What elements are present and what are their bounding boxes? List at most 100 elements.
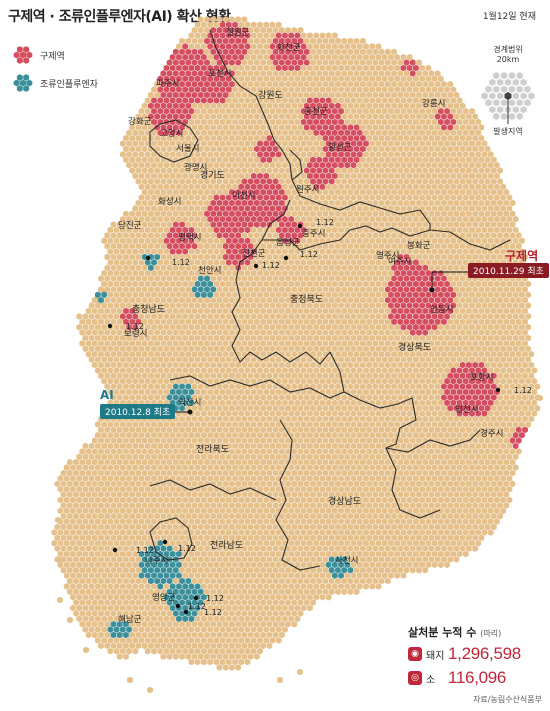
fmd-place-6: 강화군	[128, 116, 152, 127]
outbreak-dot	[107, 323, 113, 329]
cow-icon: ◎	[408, 671, 422, 685]
fmd-place-24: 안동시	[430, 304, 453, 315]
region-label-6: 경상남도	[328, 495, 361, 507]
date-mark-7: 1.12	[136, 546, 154, 555]
fmd-place-8: 서울시	[176, 144, 199, 154]
date-label: 1월12일 현재	[482, 12, 536, 22]
ai-first-title: AI	[100, 388, 114, 402]
ai-first-callout: 2010.12.8 최초	[100, 404, 176, 419]
date-mark-0: 1.12	[316, 218, 334, 227]
legend-fmd-label: 구제역	[40, 51, 65, 62]
source-note: 자료/농림수산식품부	[473, 695, 542, 704]
date-mark-2: 1.12	[300, 250, 318, 259]
ai-place-3: 해남군	[118, 615, 142, 625]
fmd-place-7: 고양시	[160, 128, 183, 139]
land-hex-cells	[51, 16, 543, 694]
pig-value: 1,296,598	[448, 644, 521, 663]
outbreak-dot	[145, 255, 151, 261]
date-mark-1: 1.12	[262, 261, 280, 270]
fmd-place-14: 화성시	[158, 197, 181, 207]
legend-ai-label: 조류인플루엔자	[40, 79, 98, 90]
outbreak-dot	[495, 387, 501, 393]
ai-place-1: 나주시	[145, 556, 168, 566]
region-label-0: 강원도	[258, 90, 283, 101]
fmd-place-25: 보령시	[124, 328, 147, 339]
fmd-place-27: 영천시	[455, 404, 478, 415]
fmd-place-0: 철원군	[226, 27, 250, 38]
outbreak-markers	[107, 223, 501, 615]
fmd-place-13: 이천시	[232, 190, 255, 201]
scale-distance: 20km	[496, 55, 520, 64]
outbreak-dot	[283, 255, 289, 261]
culling-stats: 살처분 누적 수 (마리) ◉ 돼지 1,296,598 ◎ 소 116,096	[408, 624, 548, 688]
province-borders	[149, 29, 511, 571]
fmd-place-2: 파주시	[156, 79, 179, 89]
stat-row-pig: ◉ 돼지 1,296,598	[408, 644, 548, 664]
fmd-place-19: 충주시	[302, 229, 325, 239]
cow-label: 소	[426, 674, 436, 686]
hex-grid	[51, 16, 543, 694]
scale-title: 경계범위	[493, 45, 523, 54]
fmd-place-20: 당진군	[118, 220, 142, 231]
ai-place-0: 익산시	[178, 397, 201, 408]
fmd-place-28: 경주시	[480, 428, 503, 439]
fmd-place-3: 포천시	[208, 68, 231, 79]
fmd-place-23: 봉화군	[407, 241, 431, 251]
fmd-place-12: 원주시	[296, 185, 319, 195]
outbreak-dot	[253, 263, 259, 269]
page-title: 구제역 · 조류인플루엔자(AI) 확산 현황	[8, 9, 231, 25]
fmd-place-21: 천안시	[198, 265, 221, 276]
fmd-hex-cells	[120, 21, 528, 450]
fmd-place-22: 영주시	[376, 250, 399, 261]
outbreak-dot	[175, 603, 181, 609]
cluster-shape	[13, 46, 33, 64]
fmd-place-26: 포항시	[470, 373, 493, 383]
cow-value: 116,096	[448, 668, 507, 687]
fmd-place-15: 평택시	[178, 232, 201, 243]
scale-hex-icon	[480, 71, 536, 124]
ai-place-4: 사천시	[335, 555, 358, 566]
region-label-1: 경기도	[200, 169, 225, 181]
cluster-shape	[13, 74, 33, 92]
date-mark-8: 1.12	[206, 594, 224, 603]
pig-label: 돼지	[426, 650, 445, 662]
region-label-3: 충청남도	[132, 304, 165, 315]
legend-ai: 조류인플루엔자	[10, 72, 98, 94]
fmd-place-11: 광명시	[184, 162, 207, 173]
pig-icon: ◉	[408, 647, 422, 661]
outbreak-dot	[297, 223, 303, 229]
date-mark-5: 1.12	[514, 386, 532, 395]
fmd-place-10: 횡성군	[328, 142, 352, 153]
legend-fmd: 구제역	[10, 44, 65, 66]
date-mark-3: 1.12	[172, 258, 190, 267]
date-mark-6: 1.12	[178, 544, 196, 553]
ai-place-2: 영암군	[152, 592, 176, 603]
ai-hex-cluster-icon	[13, 74, 33, 92]
stat-row-cow: ◎ 소 116,096	[408, 668, 548, 688]
place-labels: 강원도경기도충청북도충청남도경상북도전라북도경상남도전라남도철원군화천군파주시포…	[118, 27, 532, 625]
fmd-place-17: 진천군	[242, 248, 266, 259]
ai-hex-cells	[95, 253, 354, 639]
date-mark-10: 1.12	[204, 608, 222, 617]
outbreak-dot	[183, 609, 189, 615]
stats-title-text: 살처분 누적 수	[408, 626, 477, 639]
fmd-place-1: 화천군	[277, 42, 301, 53]
scale-legend: 경계범위 20km 발생지역	[470, 44, 546, 137]
stats-title: 살처분 누적 수 (마리)	[408, 624, 548, 640]
date-mark-9: 1.12	[188, 602, 206, 611]
outbreak-dot	[193, 595, 199, 601]
fmd-place-18: 음성군	[276, 238, 300, 248]
outbreak-dot	[162, 539, 168, 545]
region-label-2: 충청북도	[290, 294, 323, 305]
outbreak-dot	[112, 547, 118, 553]
fmd-place-9: 홍천군	[304, 106, 328, 117]
region-label-5: 전라북도	[196, 444, 229, 455]
fmd-first-title: 구제역	[505, 249, 539, 263]
fmd-first-callout: 2010.11.29 최초	[468, 263, 549, 278]
fmd-leader-line	[431, 271, 470, 290]
date-mark-4: 1.12	[126, 322, 144, 331]
region-label-4: 경상북도	[398, 341, 431, 353]
fmd-place-5: 강릉시	[422, 98, 445, 109]
fmd-hex-cluster-icon	[13, 46, 33, 64]
